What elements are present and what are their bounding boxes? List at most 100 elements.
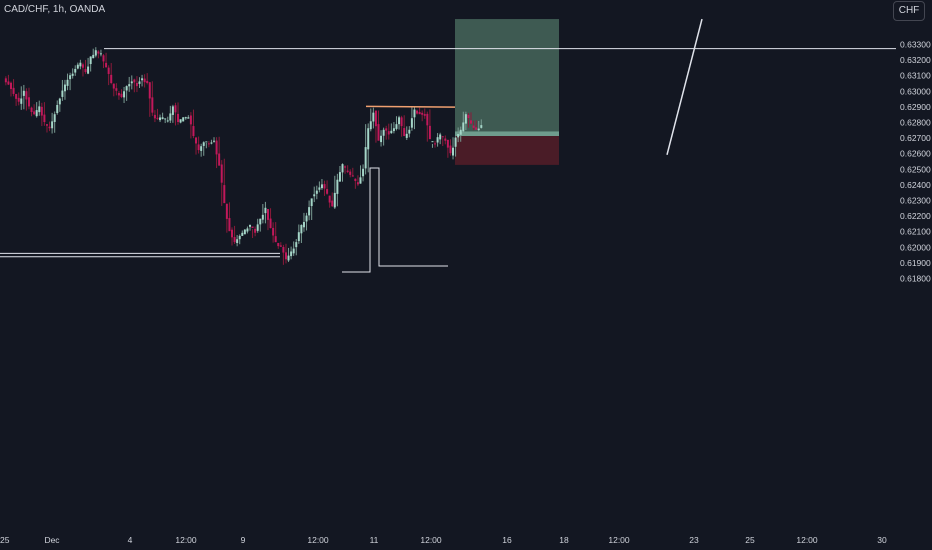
candle-up	[477, 128, 480, 131]
candle-up	[182, 117, 185, 122]
candle-down	[40, 106, 43, 116]
candle-down	[269, 218, 272, 229]
candle-up	[333, 192, 336, 208]
candle-up	[99, 53, 102, 55]
candle-down	[323, 184, 326, 189]
y-tick-label: 0.62800	[900, 118, 931, 128]
candle-down	[146, 80, 149, 83]
candle-down	[231, 229, 234, 238]
x-tick-label: 12:00	[420, 535, 442, 545]
candle-down	[266, 208, 269, 220]
candle-up	[200, 146, 203, 151]
candle-down	[117, 93, 120, 96]
candle-up	[128, 84, 131, 87]
candle-up	[238, 235, 241, 240]
candle-down	[81, 64, 84, 68]
candle-up	[22, 90, 25, 96]
projection-line	[666, 18, 703, 155]
candle-up	[413, 109, 416, 118]
candle-up	[310, 198, 313, 207]
candle-down	[434, 143, 437, 145]
candle-up	[336, 179, 339, 194]
candle-down	[189, 115, 192, 125]
candle-up	[300, 224, 303, 234]
candle-up	[205, 141, 208, 143]
candle-down	[274, 236, 277, 243]
candle-up	[392, 128, 395, 132]
candle-down	[385, 128, 388, 131]
currency-button[interactable]: CHF	[893, 1, 925, 21]
candle-down	[233, 236, 236, 243]
candle-down	[102, 55, 105, 62]
candle-up	[464, 114, 467, 124]
candle-down	[156, 117, 159, 119]
y-tick-label: 0.62300	[900, 196, 931, 206]
candle-down	[277, 242, 280, 247]
candle-up	[138, 81, 141, 84]
candle-down	[428, 125, 431, 140]
candle-up	[161, 117, 164, 120]
candle-up	[179, 119, 182, 123]
candle-up	[71, 73, 74, 76]
y-tick-label: 0.63200	[900, 55, 931, 65]
candle-down	[174, 105, 177, 113]
y-tick-label: 0.62200	[900, 211, 931, 221]
y-tick-label: 0.62900	[900, 102, 931, 112]
y-tick-label: 0.62700	[900, 133, 931, 143]
candle-down	[30, 107, 33, 113]
candle-down	[48, 126, 51, 129]
candle-up	[202, 142, 205, 146]
candle-down	[151, 97, 154, 113]
candle-up	[256, 224, 259, 231]
candle-down	[284, 252, 287, 260]
candle-up	[236, 239, 239, 244]
y-tick-label: 0.62500	[900, 164, 931, 174]
candle-down	[177, 113, 180, 122]
candle-up	[94, 50, 97, 56]
candle-down	[192, 126, 195, 137]
candle-up	[398, 117, 401, 125]
candle-up	[480, 125, 483, 128]
profit-zone	[455, 19, 559, 132]
candle-down	[215, 140, 218, 155]
candle-down	[467, 114, 470, 119]
candle-down	[387, 131, 390, 135]
candle-down	[272, 227, 275, 236]
candle-up	[452, 147, 455, 156]
candle-up	[61, 90, 64, 97]
candle-up	[92, 54, 95, 59]
candle-down	[328, 195, 331, 203]
candle-down	[148, 82, 151, 99]
y-tick-label: 0.62000	[900, 242, 931, 252]
candle-up	[380, 135, 383, 143]
candle-up	[318, 187, 321, 190]
candle-down	[354, 178, 357, 181]
candle-down	[282, 246, 285, 253]
candle-up	[338, 172, 341, 182]
candle-up	[382, 129, 385, 136]
candle-up	[457, 134, 460, 138]
candle-up	[169, 113, 172, 121]
candle-up	[292, 248, 295, 254]
x-tick-label: 25	[745, 535, 755, 545]
y-tick-label: 0.63300	[900, 40, 931, 50]
candle-down	[12, 87, 15, 94]
candle-down	[195, 137, 198, 144]
candle-up	[89, 56, 92, 65]
candle-down	[377, 124, 380, 141]
loss-zone	[455, 136, 559, 165]
candle-up	[315, 190, 318, 194]
candle-up	[308, 207, 311, 216]
candle-up	[164, 118, 167, 120]
y-tick-label: 0.62100	[900, 227, 931, 237]
candle-up	[436, 137, 439, 143]
candle-up	[141, 78, 144, 81]
candle-up	[66, 79, 69, 86]
candle-up	[171, 106, 174, 115]
candle-down	[225, 203, 228, 219]
candle-up	[166, 120, 169, 122]
candle-down	[25, 91, 28, 100]
candle-down	[344, 166, 347, 168]
y-tick-label: 0.61900	[900, 258, 931, 268]
